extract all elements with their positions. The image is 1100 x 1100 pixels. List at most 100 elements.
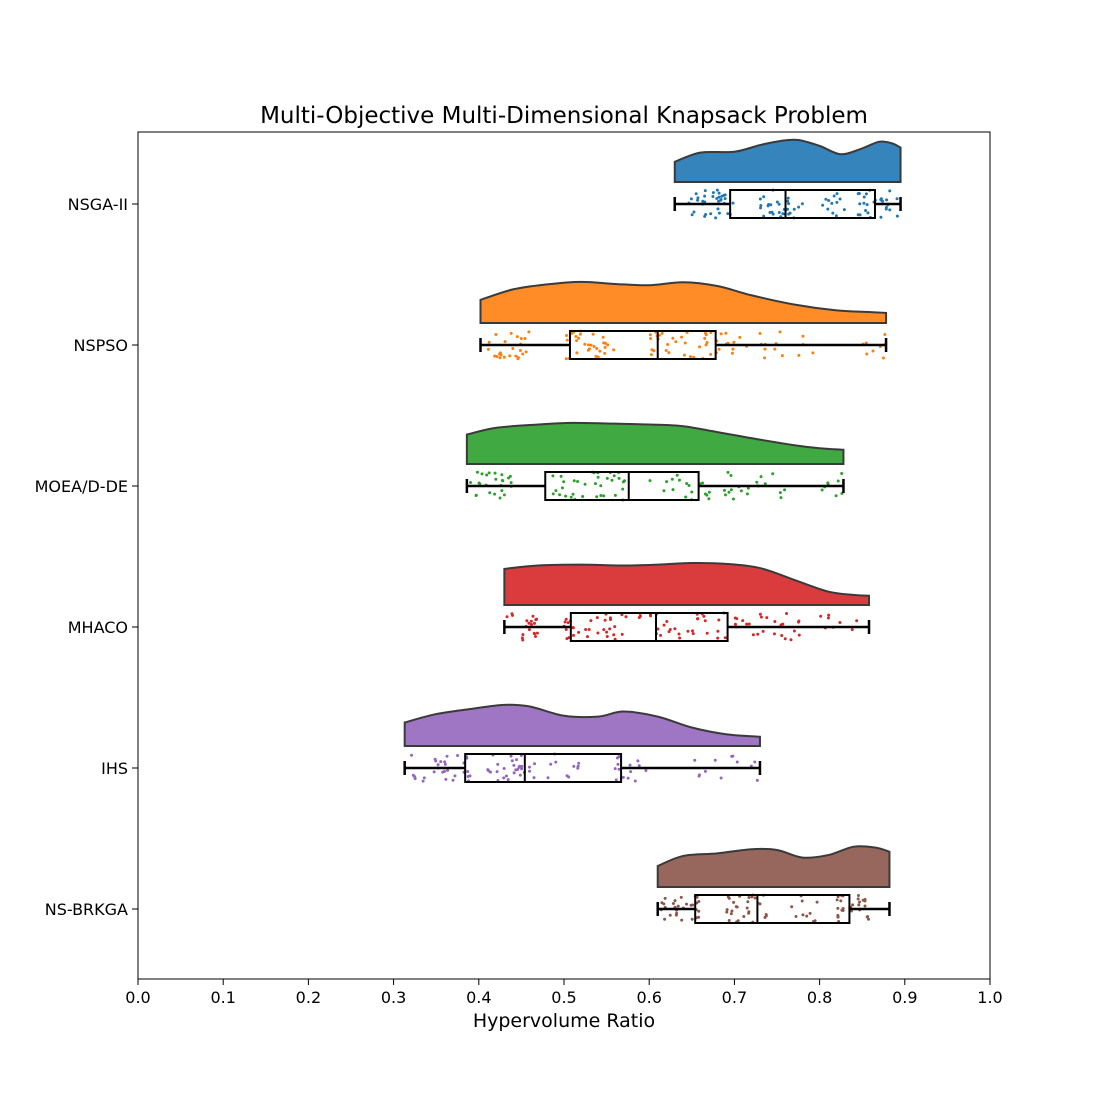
- data-point: [516, 356, 520, 360]
- data-point: [486, 347, 490, 351]
- data-point: [717, 199, 721, 203]
- data-point: [519, 337, 523, 341]
- data-point: [771, 212, 775, 216]
- data-point: [593, 482, 597, 486]
- data-point: [603, 351, 607, 355]
- data-point: [811, 351, 815, 355]
- data-point: [560, 486, 564, 490]
- data-point: [520, 767, 524, 771]
- data-point: [439, 760, 443, 764]
- data-point: [685, 902, 688, 906]
- data-point: [596, 475, 600, 479]
- data-point: [769, 203, 773, 207]
- data-point: [603, 345, 607, 349]
- data-point: [717, 211, 721, 215]
- plot-area: [403, 138, 902, 924]
- data-point: [709, 212, 713, 216]
- data-point: [865, 352, 869, 356]
- data-point: [621, 487, 625, 491]
- data-point: [759, 206, 763, 210]
- data-point: [690, 490, 694, 494]
- data-point: [735, 905, 739, 909]
- data-point: [857, 903, 861, 907]
- data-point: [711, 191, 715, 195]
- data-point: [730, 351, 734, 355]
- data-point: [480, 472, 484, 476]
- data-point: [502, 493, 506, 497]
- data-point: [636, 759, 640, 763]
- data-point: [777, 211, 781, 215]
- data-point: [551, 474, 555, 478]
- data-point: [703, 336, 707, 340]
- data-point: [683, 341, 687, 345]
- data-point: [682, 353, 686, 357]
- data-point: [581, 495, 585, 499]
- data-point: [881, 356, 885, 360]
- series-mhaco: [503, 561, 871, 642]
- data-point: [620, 632, 624, 636]
- data-point: [780, 634, 784, 638]
- data-point: [786, 207, 790, 211]
- data-point: [773, 347, 777, 351]
- data-point: [475, 470, 479, 474]
- data-point: [715, 188, 719, 192]
- data-point: [663, 896, 667, 900]
- data-point: [696, 196, 700, 200]
- data-point: [508, 354, 512, 358]
- data-point: [792, 629, 796, 633]
- data-point: [863, 899, 867, 903]
- data-point: [521, 633, 525, 637]
- data-point: [533, 762, 537, 766]
- data-point: [751, 633, 755, 637]
- data-point: [729, 912, 733, 916]
- data-point: [515, 335, 519, 339]
- data-point: [684, 495, 688, 499]
- data-point: [738, 335, 742, 339]
- data-point: [696, 198, 700, 202]
- y-tick-label: IHS: [101, 759, 128, 778]
- data-point: [528, 769, 532, 773]
- data-point: [668, 913, 672, 917]
- data-point: [512, 771, 516, 775]
- data-point: [768, 211, 772, 215]
- data-point: [605, 635, 609, 639]
- data-point: [735, 617, 739, 621]
- data-point: [525, 619, 529, 623]
- data-point: [693, 758, 697, 762]
- data-point: [764, 912, 768, 916]
- data-point: [703, 189, 707, 193]
- data-point: [830, 201, 834, 205]
- data-point: [761, 629, 765, 633]
- data-point: [731, 497, 735, 501]
- density-cloud: [465, 421, 845, 465]
- data-point: [443, 762, 447, 766]
- data-point: [702, 614, 706, 618]
- data-point: [488, 491, 492, 495]
- data-point: [707, 497, 711, 501]
- data-point: [576, 764, 580, 768]
- density-cloud: [673, 138, 902, 183]
- data-point: [453, 774, 457, 778]
- data-point: [701, 481, 705, 485]
- data-point: [495, 354, 499, 358]
- data-point: [775, 200, 779, 204]
- data-point: [824, 197, 828, 201]
- data-point: [433, 757, 437, 761]
- data-point: [685, 482, 689, 486]
- data-point: [577, 630, 581, 634]
- data-point: [826, 482, 830, 486]
- data-point: [500, 489, 504, 493]
- data-point: [598, 349, 602, 353]
- data-point: [602, 628, 606, 632]
- data-point: [695, 895, 699, 899]
- data-point: [719, 776, 723, 780]
- x-tick-label: 0.1: [210, 988, 235, 1007]
- data-point: [762, 195, 766, 199]
- data-point: [805, 914, 809, 918]
- data-point: [717, 347, 721, 351]
- data-point: [587, 628, 591, 632]
- data-point: [667, 351, 671, 355]
- data-point: [831, 211, 835, 215]
- data-point: [690, 213, 694, 217]
- data-point: [595, 616, 599, 620]
